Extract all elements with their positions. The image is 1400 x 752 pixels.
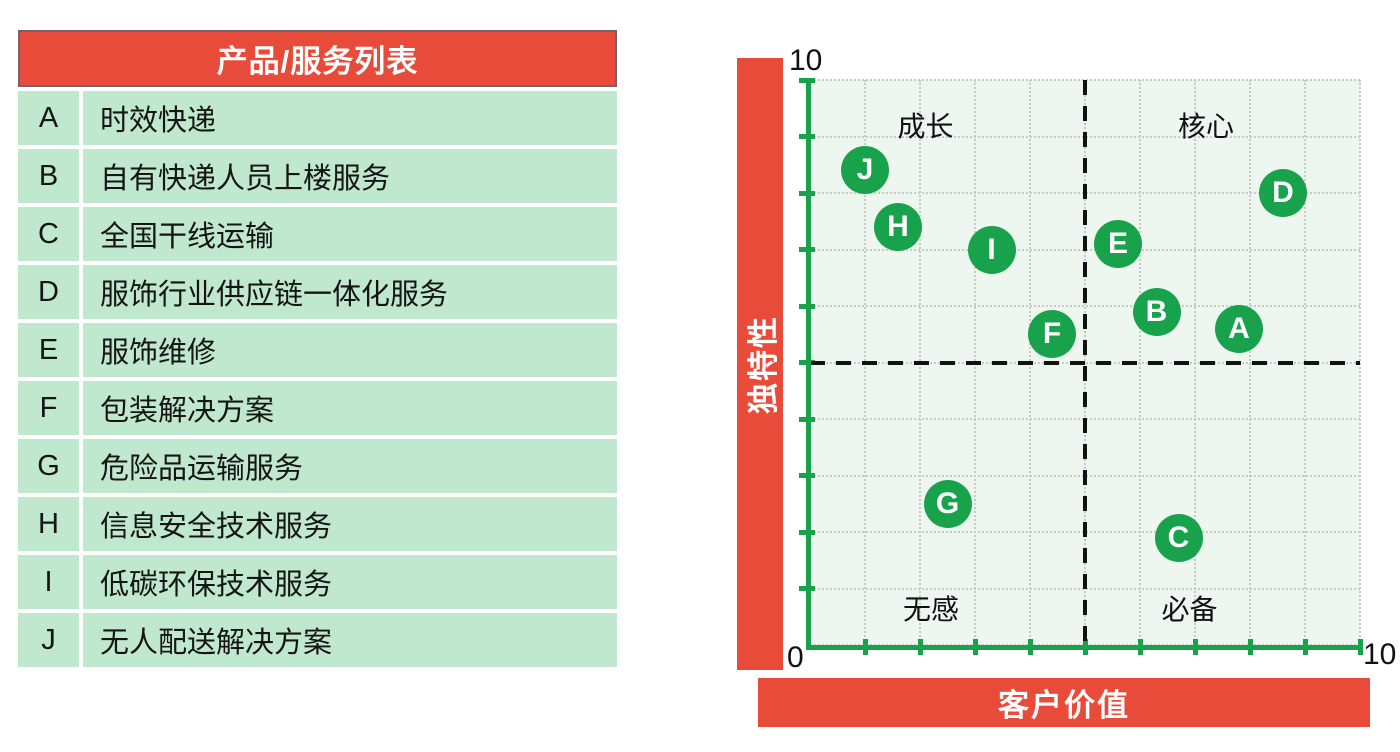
point-C: C [1154,513,1203,562]
point-A: A [1215,304,1263,353]
row-key: F [18,381,79,435]
row-key: D [18,265,79,319]
row-key: A [18,91,79,145]
product-service-table: 产品/服务列表 A 时效快递 B 自有快递人员上楼服务 C 全国干线运输 D 服饰行业供应链一… [18,30,617,667]
table-row: B 自有快递人员上楼服务 [18,149,617,203]
row-key: B [18,149,79,203]
table-header: 产品/服务列表 [18,30,617,87]
table-row: J 无人配送解决方案 [18,613,617,667]
table-row: I 低碳环保技术服务 [18,555,617,609]
row-label: 信息安全技术服务 [83,497,617,551]
y-axis-title-bar: 独特性 [737,58,783,670]
row-key: G [18,439,79,493]
table-row: A 时效快递 [18,91,617,145]
point-E: E [1094,219,1142,268]
plot-area: 成长 核心无感 必备 A B C D E F G H I J [799,77,1363,655]
quadrant-label: 无感 [902,594,960,626]
x-axis-title-bar: 客户价值 [758,678,1370,727]
row-label: 全国干线运输 [83,207,617,261]
row-key: J [18,613,79,667]
quadrant-label: 核心 [1177,111,1235,143]
quadrant-label: 必备 [1161,594,1218,626]
point-I: I [967,225,1016,274]
x-axis-max-label: 10 [1363,638,1397,671]
table-row: F 包装解决方案 [18,381,617,435]
point-J: J [841,146,889,195]
table-row: G 危险品运输服务 [18,439,617,493]
row-label: 包装解决方案 [83,381,617,435]
row-key: H [18,497,79,551]
row-label: 时效快递 [83,91,617,145]
table-row: D 服饰行业供应链一体化服务 [18,265,617,319]
point-G: G [923,479,972,528]
row-label: 危险品运输服务 [83,439,617,493]
row-label: 服饰维修 [83,323,617,377]
row-label: 自有快递人员上楼服务 [83,149,617,203]
y-axis-title: 独特性 [745,314,781,414]
point-F: F [1028,310,1076,359]
quadrant-label: 成长 [897,111,954,143]
row-key: C [18,207,79,261]
grid-line-vertical [1359,80,1361,645]
point-D: D [1259,169,1307,217]
row-label: 低碳环保技术服务 [83,555,617,609]
x-axis-line [806,645,1362,650]
y-axis-line [806,78,811,650]
horizontal-divider-dashed [810,360,1360,365]
table-row: C 全国干线运输 [18,207,617,261]
row-label: 无人配送解决方案 [83,613,617,667]
row-key: I [18,555,79,609]
table-rows: A 时效快递 B 自有快递人员上楼服务 C 全国干线运输 D 服饰行业供应链一体化服务 E 服饰维… [18,91,617,667]
point-B: B [1132,287,1181,336]
y-axis-max-label: 10 [789,44,823,77]
table-row: E 服饰维修 [18,323,617,377]
point-H: H [874,202,922,251]
row-key: E [18,323,79,377]
table-row: H 信息安全技术服务 [18,497,617,551]
row-label: 服饰行业供应链一体化服务 [83,265,617,319]
origin-label: 0 [787,641,804,674]
